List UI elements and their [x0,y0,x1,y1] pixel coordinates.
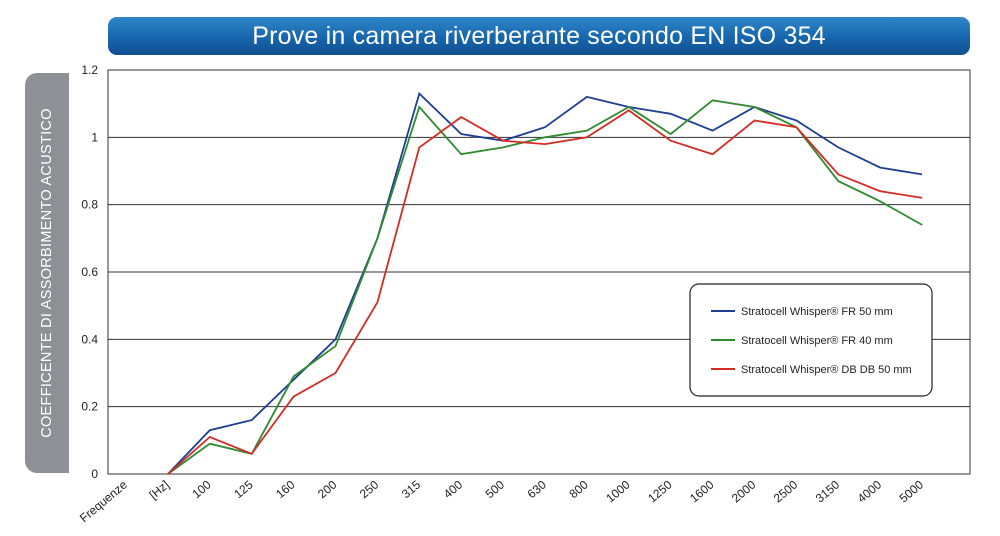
x-tick-label: 2500 [771,477,801,505]
grid-lines [108,136,970,408]
x-tick-label: 500 [483,477,508,501]
x-tick-label: 1250 [645,477,675,505]
y-tick-label: 1 [91,130,98,144]
x-tick-labels: Frequenze [Hz] 100 125 160 200 250 315 400 500 630… [77,477,926,525]
y-tick-label: 1.2 [81,63,98,77]
series-lines [167,91,923,475]
x-tick-label: 200 [315,477,340,501]
x-tick-label: 160 [273,477,298,501]
x-tick-label: 250 [357,477,382,501]
x-tick-label: 5000 [897,477,927,505]
x-tick-label: 125 [231,477,256,501]
x-tick-label: 1600 [687,477,717,505]
legend-box [689,283,933,397]
y-tick-label: 0.2 [81,400,98,414]
plot-frame [107,69,971,475]
y-tick-label: 0.8 [81,198,98,212]
x-prefix-label: Frequenze [77,477,130,525]
legend-label: Stratocell Whisper® FR 50 mm [741,306,893,318]
x-tick-label: 400 [441,477,466,501]
x-tick-label: 315 [399,477,424,501]
series-line [167,109,923,475]
x-prefix-label: [Hz] [146,478,171,502]
x-tick-label: 800 [566,477,591,501]
x-tick-label: 2000 [729,477,759,505]
x-tick-label: 4000 [855,477,885,505]
x-tick-label: 1000 [603,477,633,505]
x-tick-label: 630 [525,477,550,501]
chart-title: Prove in camera riverberante secondo EN … [108,17,970,55]
legend: Stratocell Whisper® FR 50 mm Stratocell W… [689,283,933,397]
y-axis-label-tab [25,73,69,473]
legend-label: Stratocell Whisper® DB DB 50 mm [741,364,912,376]
y-tick-labels: 0 0.2 0.4 0.6 0.8 1 1.2 [81,63,98,481]
y-tick-label: 0.4 [81,332,98,346]
x-tick-label: 3150 [813,477,843,505]
series-line [167,91,923,475]
y-tick-label: 0 [91,467,98,481]
x-tick-label: 100 [189,477,214,501]
legend-label: Stratocell Whisper® FR 40 mm [741,335,893,347]
y-tick-label: 0.6 [81,265,98,279]
